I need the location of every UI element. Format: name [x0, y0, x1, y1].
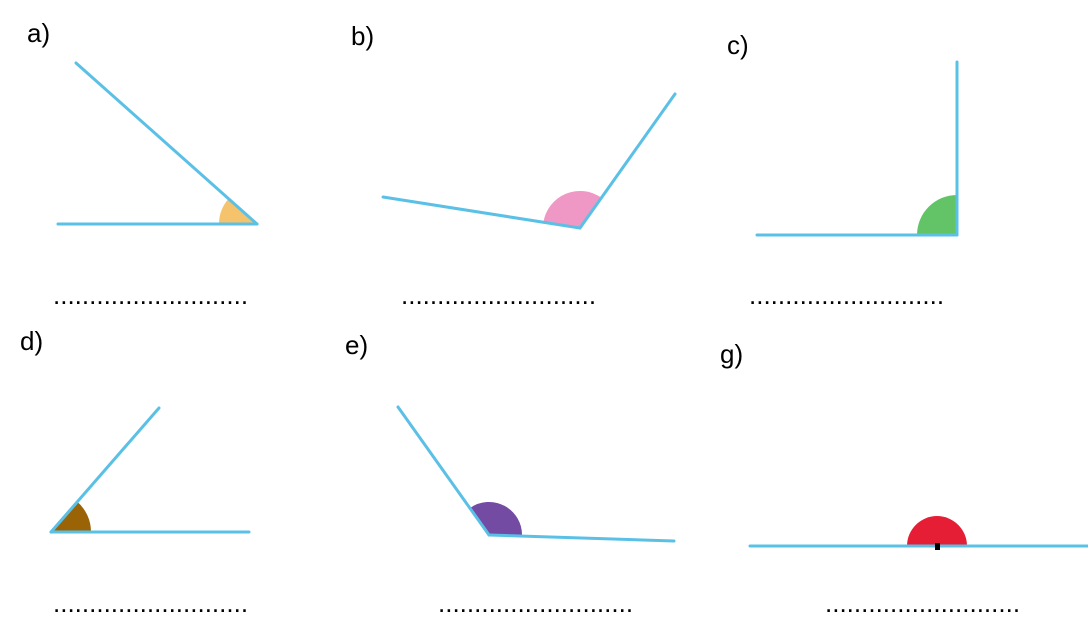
ray	[396, 405, 491, 537]
vertex-mark	[935, 543, 940, 550]
angle-arc	[51, 501, 92, 532]
item-label: c)	[727, 30, 749, 60]
angle-arc	[543, 190, 602, 228]
answer-line: ...........................	[825, 588, 1020, 618]
item-label: e)	[345, 330, 368, 360]
answer-line: ...........................	[749, 280, 944, 310]
answer-line: ...........................	[53, 280, 248, 310]
ray	[381, 195, 582, 230]
ray	[74, 61, 259, 226]
item-label: b)	[351, 21, 374, 51]
angle-arc	[917, 195, 957, 235]
angle-arc	[907, 516, 967, 546]
answer-line: ...........................	[401, 280, 596, 310]
item-label: d)	[20, 326, 43, 356]
ray	[578, 92, 677, 230]
answer-line: ...........................	[438, 588, 633, 618]
ray	[49, 406, 161, 534]
item-label: g)	[720, 339, 743, 369]
ray	[487, 533, 676, 543]
angle-arc	[469, 501, 523, 537]
item-label: a)	[27, 18, 50, 48]
angle-arc	[218, 198, 257, 224]
answer-line: ...........................	[53, 588, 248, 618]
